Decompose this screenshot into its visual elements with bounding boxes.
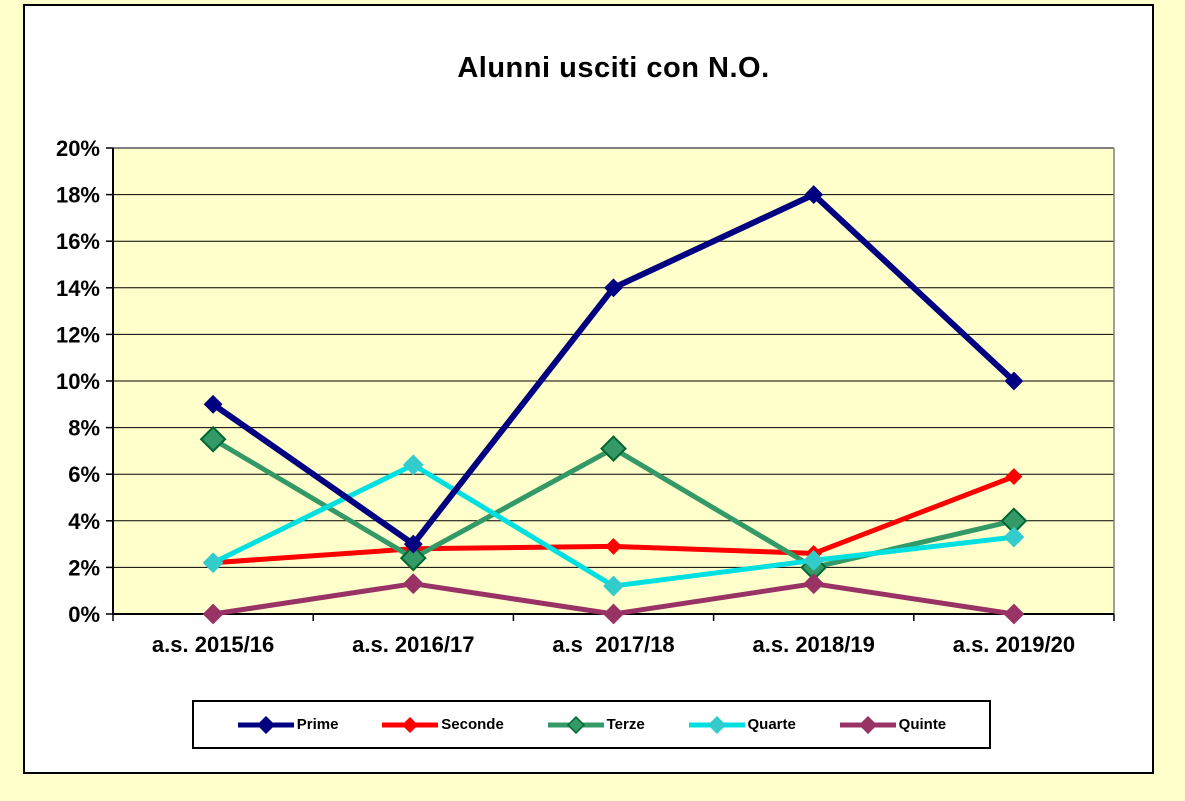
series-marker-quarte bbox=[202, 552, 224, 574]
y-tick-label: 8% bbox=[68, 416, 100, 441]
series-marker-seconde bbox=[605, 538, 622, 555]
legend-line-marker-icon bbox=[688, 715, 745, 734]
legend-item-label: Quinte bbox=[898, 716, 947, 733]
legend-item-terze: Terze bbox=[547, 715, 645, 734]
legend-line-marker-icon bbox=[547, 715, 604, 734]
x-category-label: a.s. 2016/17 bbox=[352, 632, 474, 657]
series-marker-quinte bbox=[202, 603, 224, 625]
legend-item-quarte: Quarte bbox=[688, 715, 796, 734]
y-tick-label: 2% bbox=[68, 555, 100, 580]
series-marker-quinte bbox=[402, 573, 424, 595]
y-tick-label: 4% bbox=[68, 509, 100, 534]
x-category-label: a.s. 2019/20 bbox=[953, 632, 1075, 657]
y-tick-label: 20% bbox=[56, 136, 100, 161]
legend-item-label: Seconde bbox=[441, 716, 504, 733]
series-marker-prime bbox=[1004, 371, 1024, 391]
series-marker-prime bbox=[203, 394, 223, 414]
series-marker-quarte bbox=[402, 454, 424, 476]
series-marker-quarte bbox=[603, 575, 624, 597]
y-tick-label: 18% bbox=[56, 183, 100, 208]
y-tick-label: 16% bbox=[56, 229, 100, 254]
series-marker-prime bbox=[403, 534, 423, 554]
y-tick-label: 14% bbox=[56, 276, 100, 301]
legend-item-prime: Prime bbox=[237, 715, 339, 734]
y-tick-label: 12% bbox=[56, 322, 100, 347]
legend-line-marker-icon bbox=[237, 715, 294, 734]
y-tick-label: 10% bbox=[56, 369, 100, 394]
series-marker-quarte bbox=[803, 549, 825, 571]
y-tick-label: 6% bbox=[68, 462, 100, 487]
series-marker-terze bbox=[600, 435, 627, 462]
legend-item-label: Prime bbox=[296, 716, 339, 733]
legend-item-seconde: Seconde bbox=[381, 716, 504, 734]
x-category-label: a.s. 2018/19 bbox=[753, 632, 875, 657]
legend-line-marker-icon bbox=[839, 715, 896, 734]
series-marker-prime bbox=[604, 278, 623, 298]
legend-line-marker-icon bbox=[382, 716, 439, 733]
series-marker-terze bbox=[199, 425, 227, 453]
legend: Prime Seconde Terze Quarte Quinte bbox=[192, 700, 991, 749]
legend-item-quinte: Quinte bbox=[839, 715, 947, 734]
series-marker-quarte bbox=[1003, 526, 1025, 548]
line-chart-plot: 0% 2% 4% 6% 8% 10% 12% 14% 16% 18% 20% a.s. 2015/16… bbox=[56, 136, 1115, 657]
series-marker-quinte bbox=[1003, 603, 1025, 625]
series-marker-quinte bbox=[603, 603, 624, 625]
series-marker-quinte bbox=[803, 573, 825, 595]
chart-title: Alunni usciti con N.O. bbox=[457, 52, 770, 84]
series-marker-prime bbox=[804, 185, 824, 205]
x-category-label: a.s. 2015/16 bbox=[152, 632, 274, 657]
series-marker-terze bbox=[399, 544, 427, 572]
y-tick-label: 0% bbox=[68, 602, 100, 627]
x-category-label: a.s 2017/18 bbox=[552, 632, 674, 657]
chart-container: Alunni usciti con N.O. 0% 2% 4% 6% 8% 10% 12% 1… bbox=[23, 4, 1154, 774]
series-marker-seconde bbox=[1005, 468, 1023, 485]
legend-item-label: Terze bbox=[606, 716, 645, 733]
legend-item-label: Quarte bbox=[747, 716, 796, 733]
